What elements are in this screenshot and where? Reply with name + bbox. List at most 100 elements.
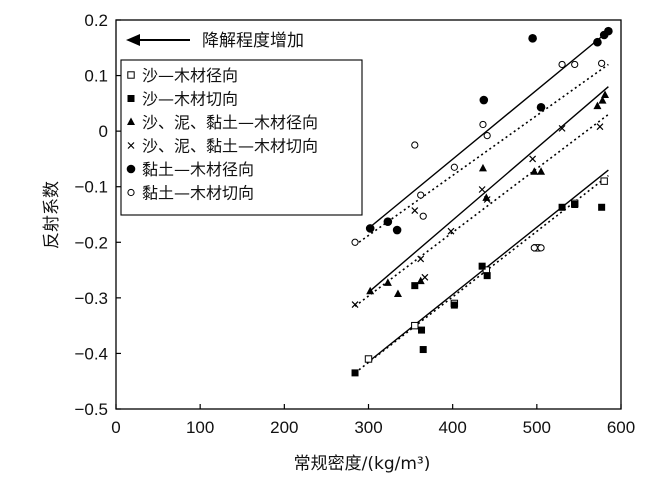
degradation-annotation: 降解程度增加 [126,31,304,51]
legend-marker [127,95,135,102]
series-4 [351,123,604,308]
data-point [604,26,613,36]
legend-box [120,59,363,216]
y-tick-label: −0.5 [74,400,108,419]
x-tick-label: 200 [270,418,298,437]
legend-marker [127,71,135,79]
data-point [537,167,546,175]
data-point [416,276,425,285]
data-point [593,101,602,110]
data-point [417,191,425,199]
data-point [419,346,427,354]
data-point [596,123,604,131]
data-point [536,102,546,112]
data-point [418,326,426,334]
legend-item: 沙、泥、黏土—木材径向 [127,113,318,132]
data-point [421,273,429,281]
legend-item: 沙—木材切向 [127,90,238,109]
trend-line-solid [368,169,609,363]
x-tick-label: 600 [607,418,635,437]
series-6 [351,59,606,252]
data-point [447,227,455,235]
y-tick-label: 0.2 [84,11,108,30]
trend-line-solid [368,86,609,293]
trend-line-dotted [354,63,609,246]
data-point [450,163,458,171]
series-3 [366,90,610,297]
legend-label: 沙、泥、黏土—木材径向 [142,113,318,132]
legend-item: 黏土—木材切向 [127,184,254,203]
x-tick-label: 0 [111,418,120,437]
legend-label: 沙、泥、黏土—木材切向 [142,137,318,156]
data-point [529,155,537,163]
legend-item: 沙—木材径向 [127,66,238,85]
legend-marker [127,142,135,149]
legend-marker [126,164,136,174]
data-point [479,120,487,129]
data-point [417,255,425,263]
data-point [366,286,375,295]
data-point [411,207,419,215]
data-point [351,301,359,308]
data-point [478,186,486,193]
y-tick-label: 0 [99,122,108,141]
data-points [351,26,613,377]
data-point [483,196,491,203]
legend-label: 黏土—木材切向 [142,184,254,203]
data-point [351,238,359,246]
data-point [558,203,566,211]
legend-item: 黏土—木材径向 [126,160,254,179]
data-point [598,203,606,211]
y-tick-label: −0.4 [74,344,108,363]
data-point [411,141,419,149]
legend-marker [127,117,135,125]
data-point [600,177,608,185]
trend-lines [354,30,609,374]
data-point [478,163,487,172]
data-point [411,321,419,330]
x-tick-label: 500 [523,418,551,437]
trend-line-solid [368,30,609,229]
x-axis-title: 常规密度/(kg/m³) [294,454,431,474]
legend-label: 沙—木材切向 [142,90,238,109]
data-point [483,272,491,280]
data-point [571,200,579,208]
annotation-text: 降解程度增加 [202,31,304,51]
data-point [364,355,373,363]
axis-ticks: 0 100 200 300 400 500 600 0.2 0.1 0 −0.1 −0.2 −0.3 −0… [74,11,635,437]
data-point [479,95,489,105]
series-2 [351,200,606,377]
data-point [593,37,602,47]
x-tick-label: 400 [438,418,466,437]
y-tick-label: −0.3 [74,289,108,308]
legend-label: 沙—木材径向 [142,66,238,85]
data-point [601,90,610,99]
annotation-arrow-head [126,34,140,46]
y-axis-title: 反射系数 [42,181,62,249]
x-tick-label: 300 [354,418,382,437]
data-point [383,217,393,227]
data-point [558,60,566,69]
data-point [528,34,537,43]
legend-marker [127,188,135,197]
series-5 [365,26,613,235]
data-point [351,369,359,377]
y-tick-label: 0.1 [84,67,108,86]
y-tick-label: −0.2 [74,233,108,252]
legend-item: 沙、泥、黏土—木材切向 [127,137,318,156]
legend: 沙—木材径向沙—木材切向沙、泥、黏土—木材径向沙、泥、黏土—木材切向黏土—木材径… [120,59,363,216]
legend-label: 黏土—木材径向 [142,160,254,179]
data-point [483,131,491,140]
data-point [383,278,392,286]
data-point [411,282,419,290]
trend-line-dotted [354,174,609,374]
data-point [478,262,486,270]
data-point [598,96,607,104]
legend-items: 沙—木材径向沙—木材切向沙、泥、黏土—木材径向沙、泥、黏土—木材切向黏土—木材径… [126,66,318,203]
trend-line-dotted [354,113,609,307]
data-point [537,244,545,252]
data-point [365,224,375,233]
y-tick-label: −0.1 [74,178,108,197]
data-point [450,301,458,309]
